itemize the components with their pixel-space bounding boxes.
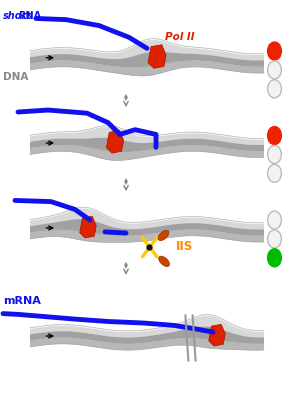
Text: RNA: RNA xyxy=(19,11,42,21)
Text: short: short xyxy=(3,11,32,21)
Text: DNA: DNA xyxy=(3,72,29,82)
Text: Pol II: Pol II xyxy=(165,32,195,42)
Circle shape xyxy=(268,230,281,248)
Circle shape xyxy=(268,42,281,60)
Polygon shape xyxy=(209,324,225,346)
Polygon shape xyxy=(124,262,128,269)
Circle shape xyxy=(268,211,281,229)
Polygon shape xyxy=(30,38,264,55)
Polygon shape xyxy=(30,316,264,338)
Polygon shape xyxy=(30,145,264,160)
Text: IIS: IIS xyxy=(176,240,193,253)
Polygon shape xyxy=(30,138,264,152)
Polygon shape xyxy=(148,45,166,68)
Circle shape xyxy=(268,145,281,163)
Polygon shape xyxy=(124,94,128,101)
Polygon shape xyxy=(30,314,264,332)
Polygon shape xyxy=(30,127,264,145)
Circle shape xyxy=(268,164,281,182)
Polygon shape xyxy=(30,125,264,140)
Polygon shape xyxy=(30,327,264,344)
Text: mRNA: mRNA xyxy=(3,296,41,306)
Polygon shape xyxy=(30,51,264,68)
Circle shape xyxy=(268,80,281,98)
Polygon shape xyxy=(30,230,264,242)
Polygon shape xyxy=(30,207,264,224)
Circle shape xyxy=(268,249,281,267)
Polygon shape xyxy=(30,338,264,350)
Polygon shape xyxy=(30,219,264,236)
Polygon shape xyxy=(106,130,124,153)
Polygon shape xyxy=(30,208,264,230)
Polygon shape xyxy=(124,178,128,185)
Polygon shape xyxy=(30,61,264,76)
Polygon shape xyxy=(30,40,264,61)
Ellipse shape xyxy=(159,256,170,266)
Circle shape xyxy=(268,61,281,79)
Polygon shape xyxy=(80,216,96,238)
Circle shape xyxy=(268,127,281,145)
Ellipse shape xyxy=(158,230,169,241)
